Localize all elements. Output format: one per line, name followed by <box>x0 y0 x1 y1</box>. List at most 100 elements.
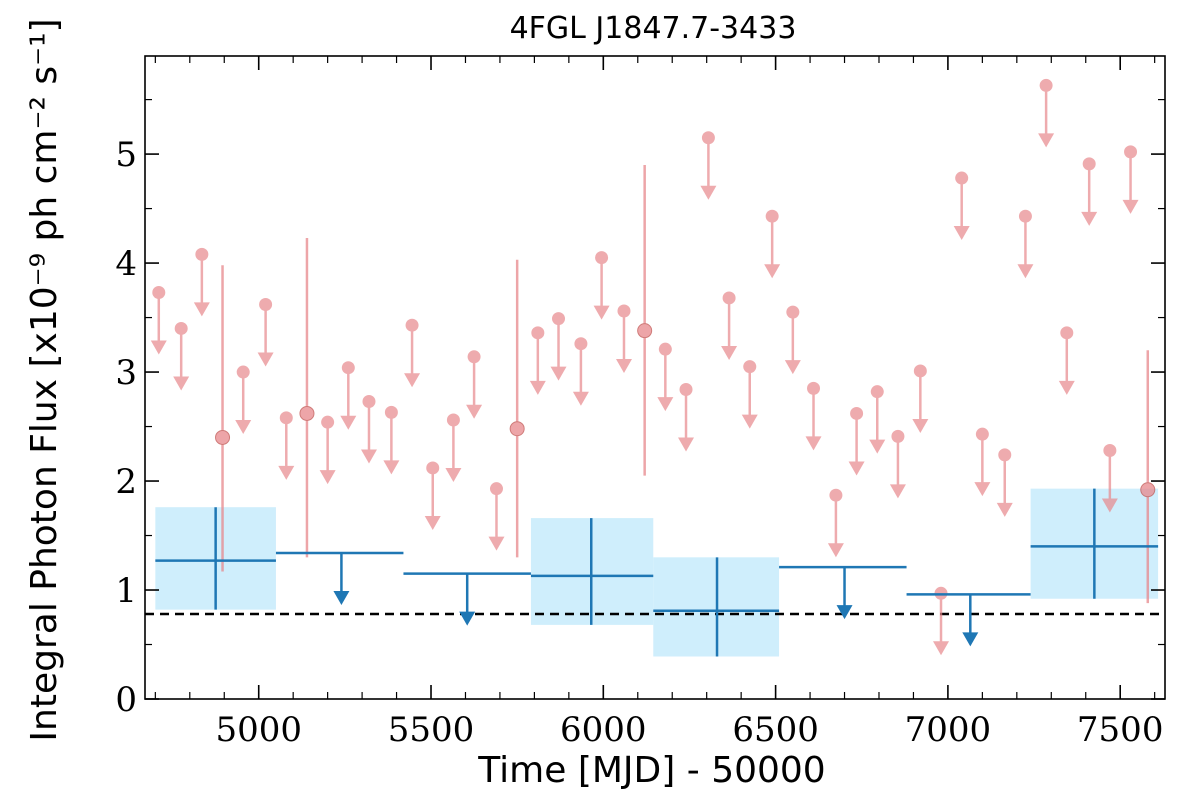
short-bin-upper-limit-point <box>384 405 398 419</box>
long-bin-upper-limit <box>275 551 404 605</box>
x-tick-label: 6000 <box>560 710 647 750</box>
short-bin-upper-limit-point <box>913 364 927 378</box>
short-bin-upper-limit-head <box>912 418 929 433</box>
long-bin-upper-limit-arrow <box>459 573 476 626</box>
short-bin-upper-limit-point <box>1018 209 1032 223</box>
short-bin-upper-limit-head <box>173 376 190 391</box>
y-tick-label: 1 <box>115 571 137 611</box>
short-bin-upper-limit-point <box>807 381 821 395</box>
short-bin-upper-limit-head <box>657 397 674 412</box>
short-bin-upper-limit-head <box>827 543 844 558</box>
long-bin-upper-limit-arrow-head <box>962 632 979 647</box>
short-bin-upper-limit-point <box>870 385 884 399</box>
short-bin-upper-limit <box>615 304 632 374</box>
short-bin-upper-limit-point <box>574 337 588 351</box>
short-bin-upper-limit <box>933 586 950 656</box>
short-bin-upper-limit-head <box>383 460 400 475</box>
short-bin-upper-limit <box>572 337 589 406</box>
plot-frame <box>144 55 1166 700</box>
short-bin-upper-limit <box>784 305 801 375</box>
short-bin-upper-limit-head <box>1122 199 1139 214</box>
long-bin-upper-limit-arrow <box>962 594 979 647</box>
short-bin-upper-limit-head <box>953 226 970 241</box>
long-bin-upper-limit-arrow <box>333 552 350 605</box>
short-bin-upper-limit <box>1017 209 1034 279</box>
short-bin-upper-limit <box>741 360 758 429</box>
y-axis-label: Integral Photon Flux [x10⁻⁹ ph cm⁻² s⁻¹] <box>24 18 65 741</box>
short-bin-upper-limit-head <box>1058 380 1075 395</box>
x-tick-label: 5500 <box>388 710 475 750</box>
short-bin-upper-limit <box>1122 145 1139 214</box>
short-bin-upper-limit-point <box>1124 145 1138 159</box>
short-bin-upper-limit-point <box>467 350 481 364</box>
short-bin-upper-limit <box>340 361 357 430</box>
short-bin-upper-limit-head <box>257 352 274 367</box>
short-bin-upper-limit <box>953 171 970 241</box>
short-bin-upper-limit-head <box>360 449 377 464</box>
short-bin-upper-limit-head <box>784 360 801 375</box>
x-tick-label: 5000 <box>215 710 302 750</box>
short-bin-upper-limit-point <box>975 427 989 441</box>
short-bin-upper-limit-head <box>678 437 695 452</box>
short-bin-upper-limit <box>657 342 674 412</box>
short-bin-upper-limit-point <box>321 415 335 429</box>
short-bin-upper-limit-head <box>1101 498 1118 513</box>
short-bin-upper-limit-point <box>552 312 566 326</box>
long-bin-upper-limit-arrow-head <box>836 605 853 620</box>
short-bin-upper-limit <box>235 365 252 435</box>
short-bin-upper-limit <box>721 291 738 360</box>
short-bin-detection <box>637 164 653 476</box>
x-tick-label: 7000 <box>905 710 992 750</box>
short-bin-upper-limit-point <box>446 413 460 427</box>
short-bin-upper-limit-head <box>340 415 357 430</box>
short-bin-upper-limit <box>529 326 546 395</box>
short-bin-upper-limit <box>360 394 377 464</box>
short-bin-upper-limit-point <box>850 406 864 420</box>
long-bin-upper-limit-arrow-head <box>333 590 350 605</box>
short-bin-upper-limit-point <box>998 448 1012 462</box>
short-bin-upper-limit <box>869 385 886 454</box>
short-bin-upper-limit-head <box>1017 264 1034 279</box>
short-bin-upper-limit-point <box>362 394 376 408</box>
short-bin-upper-limit-head <box>848 461 865 476</box>
long-bin-upper-limit-arrow-head <box>459 611 476 626</box>
short-bin-detection <box>299 238 315 558</box>
short-bin-upper-limit-head <box>1081 211 1098 226</box>
short-bin-upper-limit <box>550 312 567 381</box>
short-bin-upper-limit-point <box>955 171 969 185</box>
short-bin-upper-limit-point <box>531 326 545 340</box>
short-bin-upper-limit <box>827 488 844 558</box>
short-bin-upper-limit-head <box>466 404 483 419</box>
short-bin-upper-limit-head <box>150 340 167 355</box>
long-bin-detection <box>653 557 780 657</box>
short-bin-upper-limit-head <box>319 470 336 485</box>
short-bin-upper-limit-point <box>786 305 800 319</box>
long-bin-detection <box>155 507 276 610</box>
short-bin-upper-limit-point <box>765 209 779 223</box>
short-bin-upper-limit <box>319 415 336 485</box>
short-bin-upper-limit-point <box>426 461 440 475</box>
short-bin-detection-point <box>215 429 231 445</box>
short-bin-upper-limit-point <box>236 365 250 379</box>
short-bin-upper-limit-point <box>658 342 672 356</box>
y-tick-label: 2 <box>115 462 137 502</box>
short-bin-upper-limit-head <box>933 641 950 656</box>
short-bin-upper-limit-point <box>1060 326 1074 340</box>
short-bin-detection-point <box>637 323 653 339</box>
short-bin-upper-limit <box>1101 444 1118 513</box>
short-bin-upper-limit-head <box>424 515 441 530</box>
short-bin-upper-limit <box>424 461 441 530</box>
plot-area <box>145 78 1165 657</box>
x-axis-label: Time [MJD] - 50000 <box>477 750 825 791</box>
short-bin-upper-limit <box>257 297 274 367</box>
short-bin-upper-limit <box>889 429 906 499</box>
short-bin-detection <box>509 259 525 558</box>
short-bin-upper-limit-point <box>722 291 736 305</box>
short-bin-upper-limit-point <box>259 297 273 311</box>
short-bin-upper-limit-head <box>1038 133 1055 148</box>
short-bin-upper-limit <box>1081 157 1098 226</box>
short-bin-upper-limit-head <box>741 414 758 429</box>
long-bin-upper-limit <box>906 593 1031 647</box>
short-bin-upper-limit <box>848 406 865 476</box>
short-bin-upper-limit <box>193 247 210 317</box>
